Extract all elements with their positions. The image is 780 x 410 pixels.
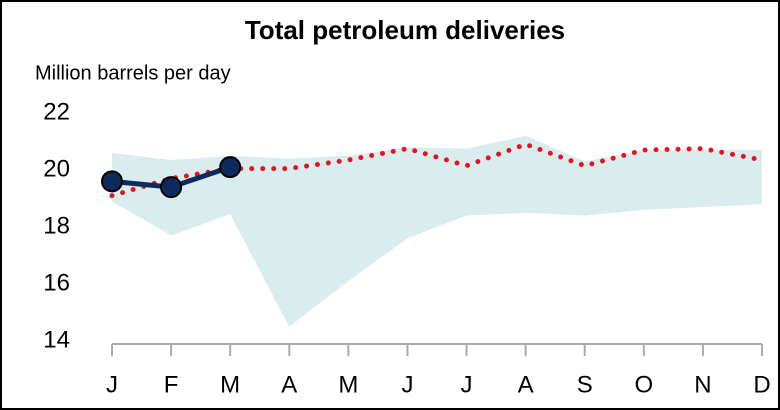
marker — [219, 156, 242, 179]
marker — [101, 170, 123, 193]
x-tick-label: O — [634, 371, 653, 398]
range-band — [112, 135, 762, 327]
x-tick-label: S — [577, 371, 593, 398]
x-tick-label: F — [164, 371, 179, 398]
x-tick-label: J — [106, 371, 118, 398]
x-tick-label: D — [753, 371, 770, 398]
chart-title: Total petroleum deliveries — [245, 15, 565, 45]
chart-subtitle: Million barrels per day — [35, 62, 231, 84]
x-tick-label: A — [281, 371, 297, 398]
y-tick-label: 22 — [43, 98, 70, 125]
y-tick-label: 20 — [43, 155, 70, 182]
x-tick-label: M — [338, 371, 358, 398]
y-tick-label: 14 — [43, 326, 70, 353]
marker — [160, 176, 183, 199]
x-tick-label: J — [461, 371, 473, 398]
x-tick-label: M — [220, 371, 240, 398]
y-tick-label: 16 — [43, 269, 70, 296]
x-tick-label: N — [694, 371, 711, 398]
x-tick-label: A — [518, 371, 534, 398]
x-tick-label: J — [401, 371, 413, 398]
y-tick-label: 18 — [43, 212, 70, 239]
